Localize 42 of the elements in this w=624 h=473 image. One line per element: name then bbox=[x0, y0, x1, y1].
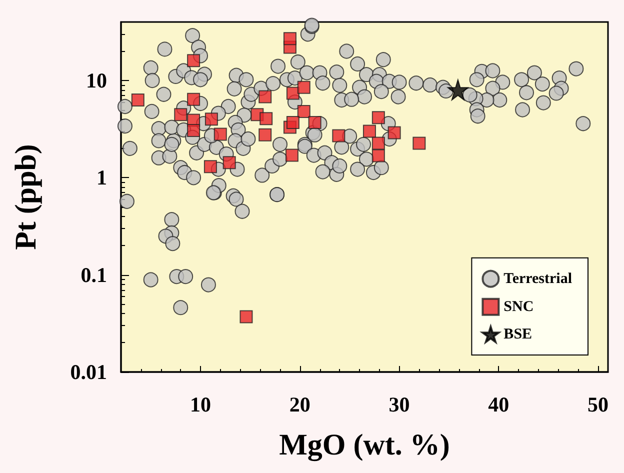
x-tick-label: 20 bbox=[289, 392, 310, 416]
x-tick-label: 30 bbox=[388, 392, 410, 416]
point bbox=[297, 80, 310, 94]
point bbox=[372, 149, 385, 162]
x-tick-label: 40 bbox=[488, 392, 510, 416]
point bbox=[297, 104, 310, 118]
x-tick-label: 50 bbox=[588, 392, 609, 416]
point bbox=[174, 108, 188, 122]
point bbox=[286, 86, 300, 100]
y-tick-label: 1 bbox=[96, 166, 107, 190]
point bbox=[372, 111, 385, 124]
y-axis-title: Pt (ppb) bbox=[10, 144, 42, 250]
legend-label: Terrestrial bbox=[504, 270, 572, 287]
point bbox=[214, 128, 227, 141]
legend-label: BSE bbox=[504, 326, 532, 342]
point bbox=[240, 310, 253, 324]
point bbox=[286, 116, 300, 129]
point bbox=[308, 116, 322, 129]
x-tick-label: 10 bbox=[190, 392, 212, 416]
point bbox=[285, 148, 298, 162]
point bbox=[187, 92, 200, 106]
x-axis-title: MgO (wt. %) bbox=[279, 428, 450, 462]
point bbox=[222, 156, 236, 170]
point bbox=[204, 112, 218, 126]
y-tick-label: 0.01 bbox=[70, 360, 107, 384]
point bbox=[260, 112, 273, 126]
point bbox=[362, 124, 376, 138]
point bbox=[283, 32, 296, 46]
point bbox=[131, 93, 144, 106]
point bbox=[332, 129, 346, 142]
y-tick-label: 10 bbox=[86, 68, 107, 92]
point bbox=[372, 136, 385, 150]
point bbox=[258, 128, 272, 142]
point bbox=[204, 160, 217, 174]
point bbox=[187, 124, 200, 137]
legend-label: SNC bbox=[504, 298, 534, 315]
point bbox=[187, 54, 200, 68]
point bbox=[258, 90, 272, 104]
point bbox=[447, 79, 468, 100]
point bbox=[388, 126, 401, 140]
point bbox=[412, 136, 426, 150]
y-tick-label: 0.1 bbox=[80, 262, 107, 287]
